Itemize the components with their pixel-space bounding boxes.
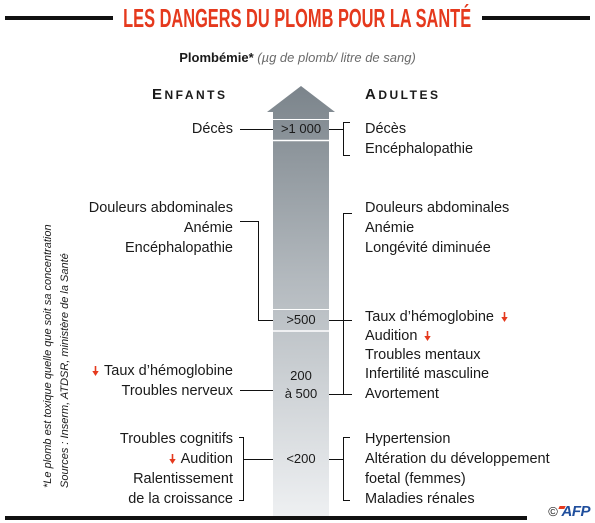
effect-text: Altération du développement bbox=[365, 451, 550, 467]
children-effects-above-1000: Décès bbox=[192, 119, 233, 139]
scale-level-label: >500 bbox=[286, 312, 316, 327]
connector-adults-above-1000-bracket bbox=[343, 122, 350, 156]
effect-text: Décès bbox=[365, 121, 407, 137]
effect-item: Ralentissement bbox=[120, 469, 233, 489]
effect-item: Douleurs abdominales bbox=[365, 198, 509, 218]
effect-item: Troubles nerveux bbox=[92, 381, 234, 401]
page-title: LES DANGERS DU PLOMB POUR LA SANTÉ bbox=[0, 4, 595, 37]
effect-item: Douleurs abdominales bbox=[89, 198, 233, 218]
effect-text: Douleurs abdominales bbox=[88, 200, 233, 216]
effect-text: Taux d’hémoglobine bbox=[104, 363, 233, 379]
adults-effects-below-200: Hypertension Altération du développement… bbox=[365, 429, 550, 509]
scale-separators bbox=[273, 119, 329, 332]
effect-item: Infertilité masculine bbox=[365, 365, 508, 384]
footnote-note: *Le plomb est toxique quelle que soit sa… bbox=[42, 224, 54, 488]
effect-item: Taux d’hémoglobine bbox=[92, 361, 233, 381]
effect-item: Décès bbox=[192, 119, 233, 139]
effect-item: Longévité diminuée bbox=[365, 238, 509, 258]
effect-item: Encéphalopathie bbox=[89, 238, 233, 258]
children-effects-above-500: Douleurs abdominales Anémie Encéphalopat… bbox=[89, 198, 233, 258]
connector-children-below-200-bracket bbox=[239, 437, 244, 501]
effect-item: foetal (femmes) bbox=[365, 469, 550, 489]
connector-lines bbox=[239, 122, 352, 501]
effect-text: foetal (femmes) bbox=[365, 471, 466, 487]
adults-column-heading: ADULTES bbox=[365, 86, 441, 103]
subtitle-unit: (µg de plomb/ litre de sang) bbox=[257, 50, 416, 65]
effect-item: Maladies rénales bbox=[365, 489, 550, 509]
adults-effects-above-1000: Décès Encéphalopathie bbox=[365, 119, 473, 159]
footnote-sources: Sources : Inserm, ATDSR, ministère de la… bbox=[59, 253, 71, 488]
children-effects-below-200: Troubles cognitifs Audition Ralentisseme… bbox=[120, 429, 233, 509]
scale-level-label: 200 bbox=[290, 368, 312, 383]
effect-text: Troubles mentaux bbox=[365, 347, 481, 364]
scale-level-label: >1 000 bbox=[280, 121, 322, 136]
effect-text: Avortement bbox=[365, 385, 439, 402]
connector-children-above-500 bbox=[240, 221, 273, 321]
copyright-symbol: © bbox=[548, 504, 558, 519]
effect-text: Encéphalopathie bbox=[365, 141, 474, 157]
effect-item: Taux d’hémoglobine bbox=[365, 308, 508, 327]
effect-item: Audition bbox=[120, 449, 233, 469]
scale-arrow bbox=[267, 86, 335, 516]
decrease-arrow-icon bbox=[501, 311, 508, 322]
effect-item: Avortement bbox=[365, 385, 508, 404]
scale-level-label: <200 bbox=[286, 451, 316, 466]
subtitle-label: Plombémie* bbox=[179, 50, 254, 65]
effect-item: Audition bbox=[365, 327, 508, 346]
effect-text: Taux d’hémoglobine bbox=[365, 308, 494, 325]
subtitle: Plombémie* (µg de plomb/ litre de sang) bbox=[0, 49, 595, 67]
page-title-text: LES DANGERS DU PLOMB POUR LA SANTÉ bbox=[123, 3, 472, 33]
title-rule-left bbox=[5, 16, 113, 20]
effect-item: Encéphalopathie bbox=[365, 139, 473, 159]
afp-logo: AFP bbox=[561, 503, 591, 520]
adults-effects-200-500: Taux d’hémoglobine Audition Troubles men… bbox=[365, 308, 508, 404]
connector-adults-below-200-bracket bbox=[343, 437, 350, 501]
effect-text: Troubles nerveux bbox=[121, 383, 234, 399]
decrease-arrow-icon bbox=[92, 366, 99, 376]
effect-text: Douleurs abdominales bbox=[365, 200, 510, 216]
effect-item: Troubles mentaux bbox=[365, 346, 508, 365]
footnote: *Le plomb est toxique quelle que soit sa… bbox=[40, 224, 74, 488]
effect-text: Décès bbox=[191, 121, 233, 137]
decrease-arrow-icon bbox=[168, 454, 176, 464]
effect-text: Anémie bbox=[365, 220, 415, 236]
effect-item: Décès bbox=[365, 119, 473, 139]
effect-item: Altération du développement bbox=[365, 449, 550, 469]
effect-item: Hypertension bbox=[365, 429, 550, 449]
children-column-heading: ENFANTS bbox=[152, 86, 228, 103]
title-rule-right bbox=[482, 16, 590, 20]
scale-level-label: à 500 bbox=[284, 386, 318, 401]
children-effects-200-500: Taux d’hémoglobine Troubles nerveux bbox=[92, 361, 233, 401]
effect-text: Anémie bbox=[183, 220, 233, 236]
adults-effects-above-500: Douleurs abdominales Anémie Longévité di… bbox=[365, 198, 509, 258]
effect-item: Troubles cognitifs bbox=[120, 429, 233, 449]
effect-item: Anémie bbox=[89, 218, 233, 238]
effect-text: de la croissance bbox=[128, 491, 233, 507]
effect-text: Hypertension bbox=[365, 431, 451, 447]
bottom-rule bbox=[5, 516, 527, 520]
effect-item: de la croissance bbox=[120, 489, 233, 509]
effect-text: Troubles cognitifs bbox=[119, 431, 233, 447]
effect-item: Anémie bbox=[365, 218, 509, 238]
decrease-arrow-icon bbox=[424, 330, 432, 341]
connector-adults-mid-bracket bbox=[343, 213, 352, 395]
effect-text: Audition bbox=[365, 327, 418, 344]
effect-text: Audition bbox=[180, 451, 233, 467]
effect-text: Longévité diminuée bbox=[365, 240, 491, 256]
effect-text: Infertilité masculine bbox=[365, 366, 490, 383]
effect-text: Maladies rénales bbox=[365, 491, 475, 507]
effect-text: Ralentissement bbox=[133, 471, 233, 487]
credit: © AFP bbox=[548, 503, 590, 521]
effect-text: Encéphalopathie bbox=[124, 240, 233, 256]
